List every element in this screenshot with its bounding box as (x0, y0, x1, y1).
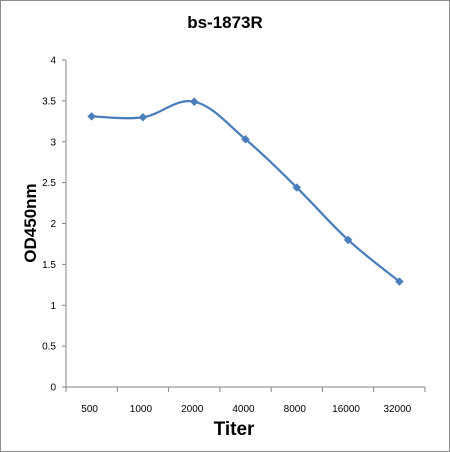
data-point-marker (138, 112, 148, 122)
y-tick-label: 0.5 (42, 342, 56, 353)
y-tick-label: 3.5 (42, 96, 56, 107)
x-tick-label: 8000 (284, 404, 307, 415)
y-tick-label: 1.5 (42, 260, 56, 271)
y-tick-label: 3 (50, 137, 56, 148)
x-tick-label: 500 (81, 404, 98, 415)
y-tick-label: 1 (50, 301, 56, 312)
series-line (91, 99, 401, 283)
y-tick-label: 4 (50, 56, 56, 67)
x-axis-label: Titer (214, 419, 255, 440)
data-point-marker (292, 183, 302, 192)
x-tick-label: 32000 (383, 404, 411, 415)
x-tick-label: 2000 (181, 404, 204, 415)
chart-title: bs-1873R (187, 13, 263, 32)
y-tick-label: 0 (50, 383, 56, 394)
axes: 0 0.5 1 1.5 2 2.5 3 3.5 4 500 1000 2000 4000 8000 1600… (42, 56, 426, 415)
y-axis-label: OD450nm (21, 183, 40, 262)
data-point-marker (241, 134, 250, 144)
y-tick-label: 2.5 (42, 178, 56, 189)
series-group (87, 97, 404, 286)
x-tick-label: 16000 (332, 404, 360, 415)
data-point-marker (343, 235, 353, 245)
x-tick-label: 1000 (130, 404, 153, 415)
y-tick-label: 2 (50, 219, 56, 230)
x-tick-label: 4000 (232, 404, 255, 415)
data-point-marker (189, 97, 199, 107)
data-point-marker (395, 277, 404, 286)
data-point-marker (87, 112, 96, 121)
